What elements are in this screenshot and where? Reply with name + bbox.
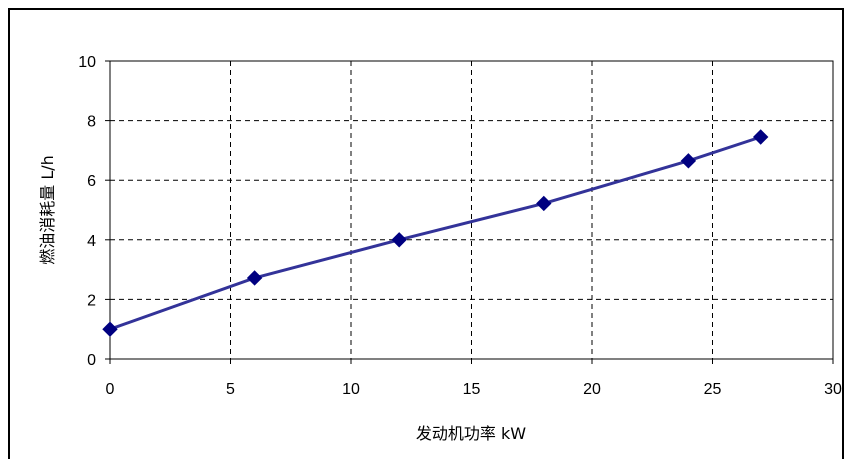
y-tick-label-0: 0 — [87, 352, 96, 369]
y-tick-label-4: 8 — [87, 114, 96, 131]
y-tick-labels: 0 2 4 6 8 10 — [78, 54, 110, 369]
x-axis-title: 发动机功率 kW — [416, 424, 526, 443]
x-tick-label-1: 5 — [226, 381, 235, 398]
x-tick-label-5: 25 — [704, 381, 722, 398]
gridlines — [110, 61, 833, 359]
data-point-1 — [246, 270, 263, 286]
y-tick-label-2: 4 — [87, 233, 96, 250]
x-tick-labels: 0 5 10 15 20 25 30 — [106, 359, 842, 398]
data-point-0 — [102, 321, 118, 337]
chart-frame — [8, 8, 844, 459]
y-tick-label-5: 10 — [78, 54, 96, 71]
data-point-2 — [391, 232, 407, 248]
x-tick-label-0: 0 — [106, 381, 115, 398]
x-tick-label-3: 15 — [463, 381, 481, 398]
data-point-4 — [680, 153, 697, 169]
y-tick-label-3: 6 — [87, 173, 96, 190]
x-tick-label-4: 20 — [583, 381, 601, 398]
series-line-0 — [109, 135, 762, 331]
x-tick-label-6: 30 — [824, 381, 842, 398]
series-group — [102, 129, 769, 337]
x-tick-label-2: 10 — [342, 381, 360, 398]
data-point-5 — [752, 129, 769, 145]
data-point-3 — [536, 195, 552, 212]
y-tick-label-1: 2 — [87, 292, 96, 309]
y-axis-title: 燃油消耗量 L/h — [38, 155, 57, 265]
